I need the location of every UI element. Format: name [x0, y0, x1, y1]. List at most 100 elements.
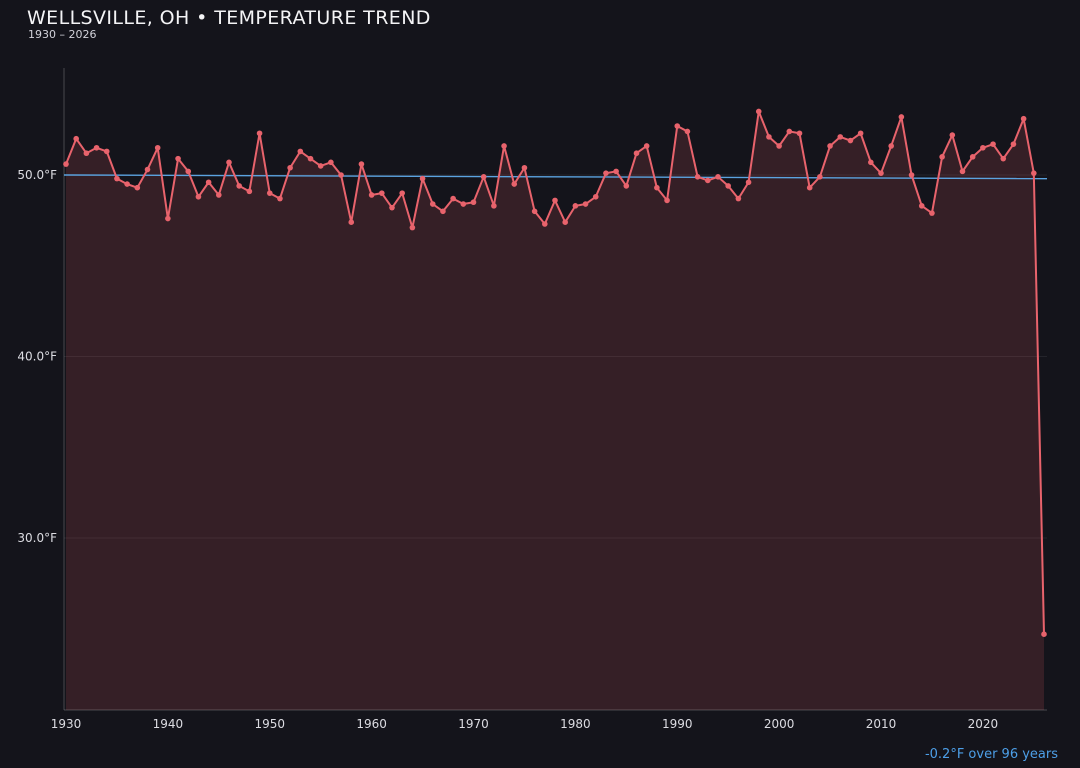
data-point [643, 143, 650, 149]
data-point [1020, 115, 1027, 122]
data-point [674, 123, 681, 129]
data-point [358, 161, 365, 167]
data-point [633, 150, 640, 157]
data-point [73, 135, 79, 142]
data-point [297, 148, 304, 155]
x-tick-label: 2000 [764, 717, 795, 731]
data-point [470, 199, 477, 206]
data-point [154, 144, 161, 151]
x-tick-label: 2020 [968, 717, 999, 731]
data-point [63, 161, 69, 167]
data-point [827, 143, 833, 149]
trend-line [63, 174, 1048, 180]
data-point [796, 130, 803, 137]
data-point [287, 164, 293, 171]
chart-subtitle: 1930 – 2026 [28, 28, 97, 41]
x-tick-label: 1980 [560, 717, 591, 731]
data-point [368, 192, 375, 198]
data-point [114, 175, 120, 182]
data-point [226, 159, 232, 166]
data-point [144, 166, 151, 173]
data-point [307, 155, 314, 162]
data-point [246, 188, 253, 195]
data-point [562, 219, 568, 225]
data-point [837, 134, 844, 140]
data-point [348, 219, 355, 225]
data-point [419, 175, 426, 182]
data-point [379, 190, 385, 196]
data-point [175, 155, 181, 162]
data-point [878, 170, 884, 176]
data-point [429, 201, 436, 207]
data-point [531, 208, 538, 215]
data-point [572, 203, 579, 209]
data-point [694, 174, 701, 180]
data-point [450, 195, 456, 202]
data-point [918, 203, 925, 209]
data-point [1010, 141, 1017, 147]
data-point [939, 154, 945, 160]
data-point [949, 132, 956, 138]
data-point [806, 184, 813, 191]
data-point [480, 174, 487, 180]
data-point [755, 108, 762, 115]
data-point [124, 181, 130, 187]
data-point [266, 190, 273, 196]
x-tick-label: 1990 [662, 717, 693, 731]
data-point [857, 130, 864, 137]
data-point [1031, 170, 1037, 176]
data-point [1041, 631, 1047, 637]
data-point [745, 179, 752, 186]
data-point [929, 210, 935, 216]
data-point [460, 201, 467, 207]
data-point [542, 221, 548, 227]
data-point [603, 170, 609, 176]
data-point [817, 174, 823, 180]
data-point [552, 197, 558, 204]
data-point [705, 177, 711, 184]
data-point [980, 144, 986, 151]
data-point [256, 130, 263, 137]
x-tick-label: 1930 [51, 717, 82, 731]
x-tick-label: 1940 [153, 717, 184, 731]
data-point [766, 134, 772, 140]
data-point [491, 203, 497, 209]
data-point [317, 163, 324, 169]
data-point [654, 184, 660, 191]
data-point [969, 154, 976, 160]
x-tick-label: 1970 [458, 717, 489, 731]
data-point [582, 201, 589, 207]
data-point [1000, 155, 1007, 162]
data-point [83, 150, 90, 157]
data-point [898, 114, 905, 120]
chart-title: WELLSVILLE, OH • TEMPERATURE TREND [27, 7, 431, 29]
data-point [195, 193, 202, 200]
data-point [735, 195, 742, 202]
data-point [908, 172, 915, 178]
x-tick-label: 2010 [866, 717, 897, 731]
data-point [338, 172, 344, 178]
data-point [521, 164, 528, 171]
data-point [440, 208, 446, 215]
data-point [990, 141, 996, 147]
data-point [165, 215, 171, 222]
data-point [684, 128, 691, 135]
data-point [847, 137, 854, 144]
data-point [786, 128, 793, 135]
data-point [216, 192, 222, 198]
data-point [93, 144, 100, 151]
data-point [511, 181, 518, 187]
data-point [205, 179, 212, 186]
data-point [409, 224, 416, 231]
data-point [959, 168, 966, 175]
data-point [725, 183, 731, 189]
data-point [776, 143, 782, 149]
temperature-area-fill [66, 111, 1044, 711]
data-point [664, 197, 670, 204]
data-point [888, 143, 894, 149]
data-point [277, 195, 283, 202]
data-point [236, 183, 242, 189]
data-point [328, 159, 334, 166]
data-point [623, 183, 630, 189]
